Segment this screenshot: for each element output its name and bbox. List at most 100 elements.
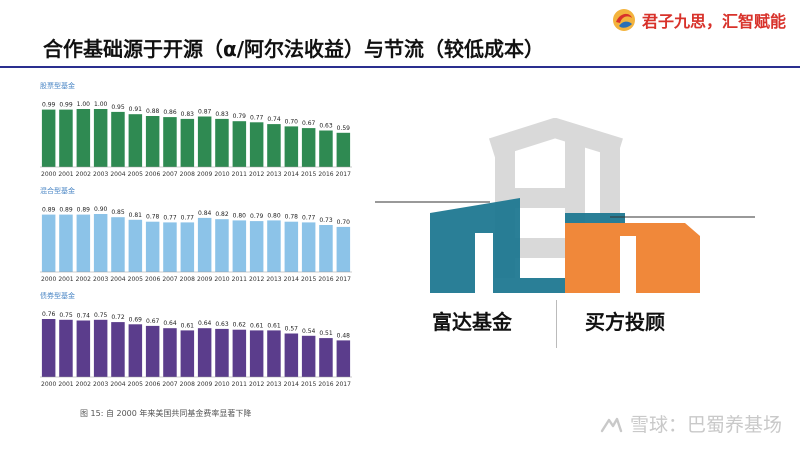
data-label-2007: 0.86 bbox=[163, 109, 177, 116]
tick-label-2007: 2007 bbox=[162, 276, 177, 283]
bar-2004 bbox=[111, 322, 125, 377]
tick-label-2002: 2002 bbox=[76, 276, 91, 283]
bar-2008 bbox=[180, 222, 195, 272]
bar-2016 bbox=[319, 225, 333, 272]
bar-2000 bbox=[41, 319, 56, 377]
tick-label-2016: 2016 bbox=[318, 276, 333, 283]
data-label-2011: 0.62 bbox=[233, 322, 247, 329]
bar-2001 bbox=[59, 214, 73, 272]
tick-label-2011: 2011 bbox=[232, 276, 247, 283]
data-label-2013: 0.74 bbox=[267, 116, 281, 123]
data-label-2012: 0.77 bbox=[250, 114, 264, 121]
bar-2003 bbox=[93, 319, 108, 377]
tick-label-2015: 2015 bbox=[301, 276, 316, 283]
tick-label-2001: 2001 bbox=[58, 276, 73, 283]
tick-label-2014: 2014 bbox=[284, 381, 299, 388]
bar-2005 bbox=[128, 114, 143, 167]
data-label-2013: 0.80 bbox=[267, 212, 281, 219]
chart-panel-2: 债券型基金 0.76 2000 0.75 2001 0.74 2002 0.75 2003 0.7… bbox=[40, 291, 352, 388]
tick-label-2004: 2004 bbox=[110, 276, 125, 283]
data-label-2014: 0.70 bbox=[285, 118, 299, 125]
watermark-text: 雪球：巴蜀养基场 bbox=[629, 414, 782, 436]
data-label-2005: 0.69 bbox=[129, 316, 143, 323]
bar-2017 bbox=[336, 132, 351, 167]
bar-2015 bbox=[301, 128, 316, 167]
bar-2002 bbox=[76, 320, 91, 377]
bar-2012 bbox=[249, 221, 264, 272]
bar-2005 bbox=[128, 219, 143, 272]
tick-label-2000: 2000 bbox=[41, 171, 56, 178]
tick-label-2001: 2001 bbox=[58, 381, 73, 388]
tick-label-2009: 2009 bbox=[197, 276, 212, 283]
data-label-2002: 0.89 bbox=[77, 207, 91, 214]
bar-2016 bbox=[319, 338, 333, 377]
tick-label-2017: 2017 bbox=[336, 276, 351, 283]
data-label-2009: 0.87 bbox=[198, 109, 212, 116]
data-label-2004: 0.95 bbox=[111, 104, 125, 111]
bar-2009 bbox=[197, 328, 212, 377]
chart-title-0: 股票型基金 bbox=[40, 81, 75, 90]
tick-label-2003: 2003 bbox=[93, 381, 108, 388]
tick-label-2004: 2004 bbox=[110, 381, 125, 388]
data-label-2008: 0.61 bbox=[181, 322, 195, 329]
bar-2014 bbox=[284, 221, 299, 272]
bar-2000 bbox=[41, 109, 56, 167]
bar-2014 bbox=[284, 126, 299, 167]
watermark: 雪球：巴蜀养基场 bbox=[598, 410, 782, 437]
label-divider bbox=[556, 300, 557, 348]
data-label-2001: 0.75 bbox=[59, 312, 73, 319]
data-label-2001: 0.99 bbox=[59, 102, 73, 109]
data-label-2002: 0.74 bbox=[77, 313, 91, 320]
tick-label-2006: 2006 bbox=[145, 276, 160, 283]
tick-label-2005: 2005 bbox=[128, 381, 143, 388]
tick-label-2008: 2008 bbox=[180, 171, 195, 178]
data-label-2009: 0.84 bbox=[198, 210, 212, 217]
bar-2013 bbox=[267, 124, 281, 167]
bar-2011 bbox=[232, 121, 247, 167]
tick-label-2002: 2002 bbox=[76, 381, 91, 388]
tick-label-2016: 2016 bbox=[318, 381, 333, 388]
data-label-2000: 0.99 bbox=[42, 102, 56, 109]
fund-fee-charts: 股票型基金 0.99 2000 0.99 2001 1.00 2002 1.00 2003 0.9… bbox=[40, 81, 352, 388]
data-label-2014: 0.78 bbox=[285, 214, 299, 221]
tick-label-2017: 2017 bbox=[336, 381, 351, 388]
tick-label-2002: 2002 bbox=[76, 171, 91, 178]
data-label-2006: 0.88 bbox=[146, 108, 160, 115]
tick-label-2008: 2008 bbox=[180, 276, 195, 283]
bar-2007 bbox=[163, 222, 177, 272]
data-label-2000: 0.89 bbox=[42, 207, 56, 214]
tick-label-2004: 2004 bbox=[110, 171, 125, 178]
data-label-2008: 0.83 bbox=[181, 111, 195, 118]
tick-label-2015: 2015 bbox=[301, 381, 316, 388]
data-label-2011: 0.79 bbox=[233, 113, 247, 120]
buy-side-advisor-label: 买方投顾 bbox=[585, 310, 665, 334]
bar-2004 bbox=[111, 111, 125, 167]
tick-label-2013: 2013 bbox=[266, 276, 281, 283]
data-label-2008: 0.77 bbox=[181, 214, 195, 221]
tick-label-2014: 2014 bbox=[284, 276, 299, 283]
data-label-2007: 0.64 bbox=[163, 320, 177, 327]
data-label-2017: 0.48 bbox=[337, 332, 351, 339]
chart-caption: 图 15: 自 2000 年来美国共同基金费率显著下降 bbox=[80, 409, 252, 418]
bar-2007 bbox=[163, 117, 177, 167]
bar-2010 bbox=[215, 219, 229, 272]
bar-2014 bbox=[284, 333, 299, 377]
data-label-2016: 0.63 bbox=[319, 123, 333, 130]
tick-label-2010: 2010 bbox=[214, 171, 229, 178]
data-label-2009: 0.64 bbox=[198, 320, 212, 327]
tick-label-2010: 2010 bbox=[214, 276, 229, 283]
chart-title-1: 混合型基金 bbox=[40, 186, 75, 195]
tick-label-2006: 2006 bbox=[145, 381, 160, 388]
data-label-2010: 0.83 bbox=[215, 111, 229, 118]
bar-2006 bbox=[145, 116, 160, 167]
tick-label-2011: 2011 bbox=[232, 171, 247, 178]
tick-label-2005: 2005 bbox=[128, 276, 143, 283]
tick-label-2003: 2003 bbox=[93, 276, 108, 283]
tick-label-2007: 2007 bbox=[162, 381, 177, 388]
chart-panel-1: 混合型基金 0.89 2000 0.89 2001 0.89 2002 0.90 2003 0.8… bbox=[40, 186, 352, 283]
tick-label-2011: 2011 bbox=[232, 381, 247, 388]
bar-2003 bbox=[93, 214, 108, 272]
data-label-2007: 0.77 bbox=[163, 214, 177, 221]
bar-2011 bbox=[232, 220, 247, 272]
tick-label-2016: 2016 bbox=[318, 171, 333, 178]
